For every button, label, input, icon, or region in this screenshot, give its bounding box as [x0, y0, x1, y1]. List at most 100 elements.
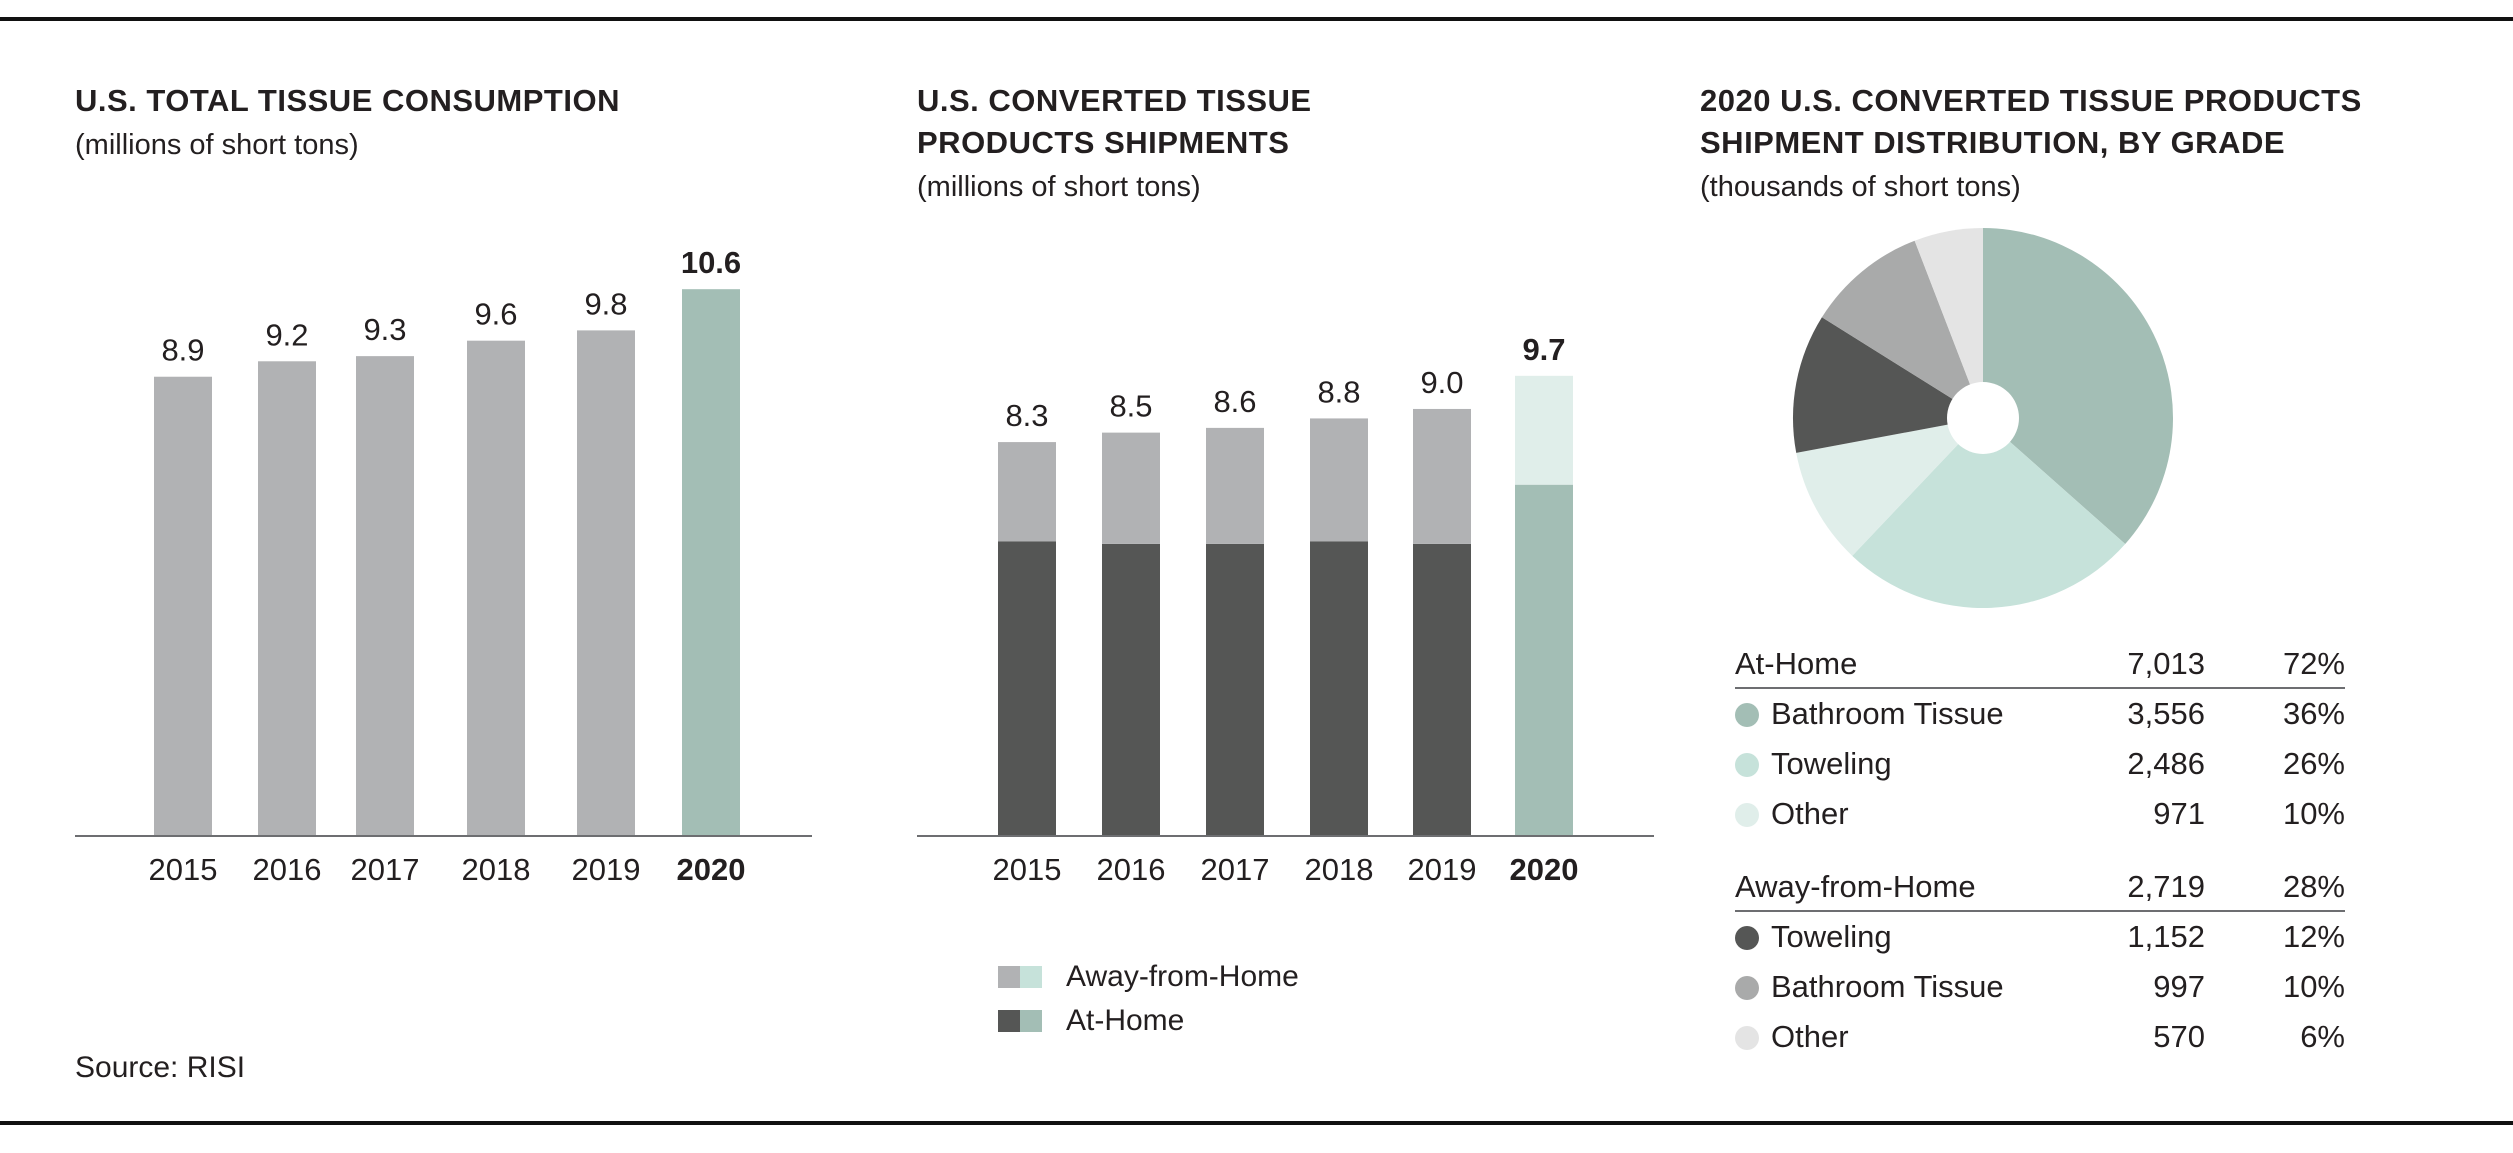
legend-label-at-home: At-Home — [1066, 1004, 1185, 1037]
total-label-2018: 8.8 — [1317, 374, 1360, 409]
bar-2017 — [356, 356, 414, 835]
x-tick-2019: 2019 — [1408, 852, 1477, 887]
item-row: Bathroom Tissue 997 10% — [1735, 962, 2345, 1012]
chart3-title-line1: 2020 U.S. CONVERTED TISSUE PRODUCTS — [1700, 83, 2362, 118]
value-label-2020: 10.6 — [681, 245, 741, 280]
x-tick-2020: 2020 — [677, 852, 746, 887]
chart3-title-line2: SHIPMENT DISTRIBUTION, BY GRADE — [1700, 125, 2286, 160]
chart3-subtitle: (thousands of short tons) — [1700, 171, 2021, 203]
legend-swatch-at-home — [998, 1010, 1042, 1032]
chart1-title: U.S. TOTAL TISSUE CONSUMPTION — [75, 83, 620, 118]
bar-away-2018 — [1310, 418, 1368, 542]
item-value: 570 — [2153, 1019, 2205, 1054]
value-label-2017: 9.3 — [363, 312, 406, 347]
item-row: Toweling 2,486 26% — [1735, 739, 2345, 789]
bathroom-tissue-dot — [1735, 703, 1759, 727]
x-tick-2015: 2015 — [993, 852, 1062, 887]
chart2-converted-shipments: 8.3 2015 8.5 2016 8.6 2017 8.8 2018 9.0 2019 9.7 20… — [917, 332, 1654, 887]
x-tick-2019: 2019 — [572, 852, 641, 887]
item-pct: 12% — [2282, 919, 2345, 954]
value-label-2016: 9.2 — [265, 317, 308, 352]
chart2-title-line2: PRODUCTS SHIPMENTS — [917, 125, 1290, 160]
legend-away-from-home: Away-from-Home — [998, 960, 1299, 994]
bar-2019 — [577, 330, 635, 835]
item-name: Bathroom Tissue — [1771, 969, 2004, 1004]
item-name: Other — [1771, 796, 1849, 831]
x-tick-2015: 2015 — [149, 852, 218, 887]
group-row-away-from-home: Away-from-Home 2,719 28% — [1735, 864, 2345, 912]
bar-at-home-2015 — [998, 541, 1056, 835]
bathroom-tissue-dot — [1735, 976, 1759, 1000]
item-pct: 36% — [2282, 696, 2345, 731]
other-dot — [1735, 803, 1759, 827]
x-tick-2016: 2016 — [253, 852, 322, 887]
total-label-2020: 9.7 — [1522, 332, 1565, 367]
x-tick-2017: 2017 — [1201, 852, 1270, 887]
chart2-title-line1: U.S. CONVERTED TISSUE — [917, 83, 1312, 118]
bar-2018 — [467, 340, 525, 835]
value-label-2015: 8.9 — [161, 333, 204, 368]
top-rule — [0, 17, 2513, 21]
chart2-subtitle: (millions of short tons) — [917, 171, 1201, 203]
x-tick-2018: 2018 — [1305, 852, 1374, 887]
spacer-row — [1735, 839, 2345, 864]
bar-at-home-2016 — [1102, 543, 1160, 835]
pie-center-hole — [1947, 382, 2019, 454]
bar-at-home-2019 — [1413, 543, 1471, 835]
total-label-2015: 8.3 — [1005, 398, 1048, 433]
value-label-2019: 9.8 — [584, 286, 627, 321]
group-pct: 72% — [2205, 641, 2345, 689]
chart1-total-consumption: 8.9 2015 9.2 2016 9.3 2017 9.6 2018 9.8 2019 10.6 2… — [75, 245, 812, 887]
item-value: 971 — [2153, 796, 2205, 831]
bar-away-2020 — [1515, 375, 1573, 485]
bar-at-home-2020 — [1515, 484, 1573, 835]
legend-swatch-away — [998, 966, 1042, 988]
source-note: Source: RISI — [75, 1051, 246, 1084]
item-name: Toweling — [1771, 746, 1892, 781]
item-value: 1,152 — [2127, 919, 2205, 954]
pie-slice-0 — [1983, 228, 2173, 545]
chart3-distribution-pie — [1793, 228, 2173, 608]
item-value: 3,556 — [2127, 696, 2205, 731]
bar-away-2015 — [998, 442, 1056, 542]
pie-slice-2 — [1796, 418, 1983, 556]
pie-slice-1 — [1852, 418, 2126, 608]
bar-at-home-2017 — [1206, 543, 1264, 835]
item-name: Bathroom Tissue — [1771, 696, 2004, 731]
group-name: At-Home — [1735, 641, 2065, 689]
x-tick-2016: 2016 — [1097, 852, 1166, 887]
pie-slice-3 — [1793, 317, 1983, 453]
item-row: Bathroom Tissue 3,556 36% — [1735, 688, 2345, 739]
total-label-2016: 8.5 — [1109, 389, 1152, 424]
item-value: 2,486 — [2127, 746, 2205, 781]
chart1-subtitle: (millions of short tons) — [75, 129, 359, 161]
item-row: Other 570 6% — [1735, 1012, 2345, 1062]
item-row: Toweling 1,152 12% — [1735, 911, 2345, 962]
x-tick-2017: 2017 — [351, 852, 420, 887]
bottom-rule — [0, 1121, 2513, 1125]
group-row-at-home: At-Home 7,013 72% — [1735, 641, 2345, 689]
group-value: 7,013 — [2065, 641, 2205, 689]
bar-2020 — [682, 289, 740, 835]
item-value: 997 — [2153, 969, 2205, 1004]
x-tick-2020: 2020 — [1510, 852, 1579, 887]
bar-away-2019 — [1413, 408, 1471, 544]
total-label-2019: 9.0 — [1420, 365, 1463, 400]
pie-slice-4 — [1821, 240, 1983, 418]
item-row: Other 971 10% — [1735, 789, 2345, 839]
legend-at-home: At-Home — [998, 1004, 1184, 1038]
bar-away-2016 — [1102, 432, 1160, 544]
item-pct: 10% — [2282, 796, 2345, 831]
legend-label-away: Away-from-Home — [1066, 960, 1299, 993]
distribution-table: At-Home 7,013 72% Bathroom Tissue 3,556 … — [1735, 641, 2345, 1062]
group-value: 2,719 — [2065, 864, 2205, 912]
bar-at-home-2018 — [1310, 541, 1368, 835]
total-label-2017: 8.6 — [1213, 384, 1256, 419]
other-dot — [1735, 1026, 1759, 1050]
group-pct: 28% — [2205, 864, 2345, 912]
toweling-dot — [1735, 926, 1759, 950]
pie-slice-5 — [1914, 228, 1983, 418]
value-label-2018: 9.6 — [474, 297, 517, 332]
bar-2015 — [154, 376, 212, 835]
toweling-dot — [1735, 753, 1759, 777]
